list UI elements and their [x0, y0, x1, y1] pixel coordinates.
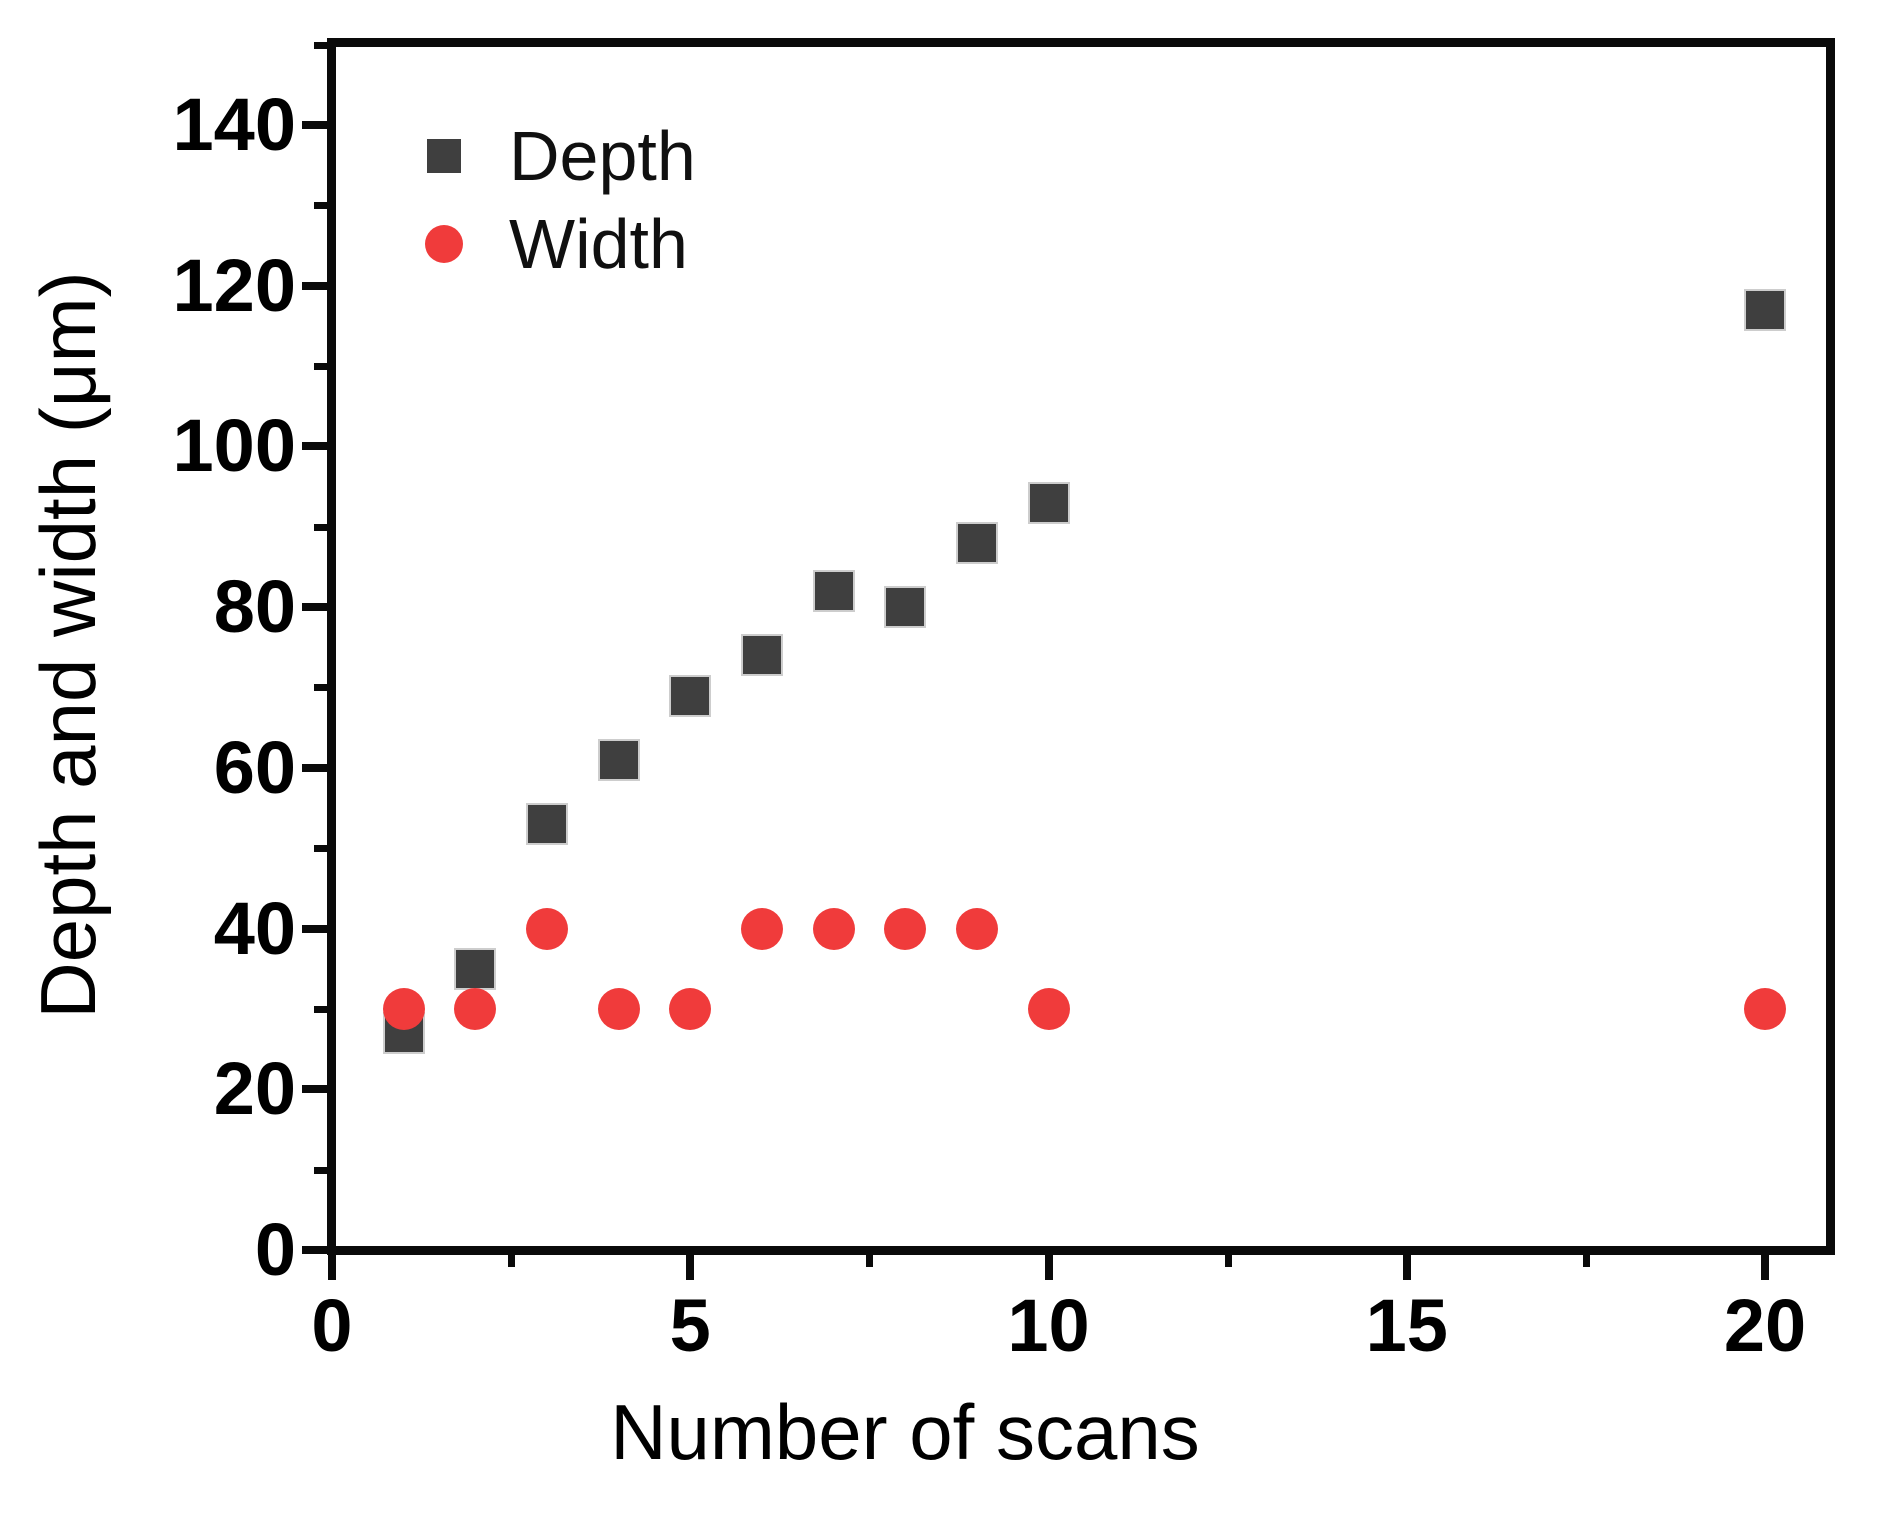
x-major-tick: [1402, 1254, 1411, 1280]
x-minor-tick: [866, 1254, 874, 1267]
y-major-tick: [302, 442, 328, 451]
y-minor-tick: [314, 41, 328, 49]
depth-point: [742, 636, 781, 675]
y-minor-tick: [314, 523, 328, 531]
width-point: [955, 907, 998, 950]
depth-point: [599, 740, 638, 779]
y-tick-label: 100: [172, 404, 296, 488]
x-major-tick: [328, 1254, 336, 1280]
width-point: [884, 907, 927, 950]
legend-item-width: Width: [423, 200, 696, 288]
depth-point: [1029, 483, 1068, 522]
legend-item-depth: Depth: [423, 112, 696, 200]
x-minor-tick: [508, 1254, 516, 1267]
depth-point: [1746, 290, 1784, 329]
y-minor-tick: [314, 1166, 328, 1174]
y-major-tick: [302, 120, 328, 129]
legend-depth-marker-icon: [427, 139, 461, 173]
legend-square-icon: [423, 135, 465, 177]
y-minor-tick: [314, 684, 328, 692]
legend: Depth Width: [423, 112, 696, 288]
y-tick-label: 140: [172, 82, 296, 166]
depth-point: [814, 572, 853, 611]
y-tick-label: 20: [213, 1047, 296, 1131]
y-major-tick: [302, 1246, 328, 1254]
legend-label-width: Width: [509, 205, 688, 283]
plot-area: [327, 38, 1835, 1255]
legend-circle-icon: [423, 223, 465, 265]
depth-point: [671, 676, 710, 715]
x-major-tick: [1044, 1254, 1053, 1280]
width-point: [669, 987, 712, 1030]
y-minor-tick: [314, 845, 328, 853]
x-minor-tick: [1582, 1254, 1590, 1267]
width-point: [454, 987, 497, 1030]
depth-point: [456, 949, 495, 988]
x-minor-tick: [1224, 1254, 1232, 1267]
y-minor-tick: [314, 1005, 328, 1013]
depth-point: [527, 805, 566, 844]
legend-label-depth: Depth: [509, 117, 696, 195]
x-tick-label: 0: [311, 1284, 353, 1367]
x-tick-label: 15: [1365, 1284, 1448, 1367]
x-tick-label: 20: [1723, 1284, 1807, 1367]
y-tick-label: 80: [213, 565, 296, 649]
x-tick-label: 5: [669, 1284, 711, 1367]
width-point: [1744, 987, 1786, 1030]
y-tick-label: 0: [254, 1208, 296, 1291]
x-major-tick: [686, 1254, 695, 1280]
x-major-tick: [1761, 1254, 1769, 1280]
y-tick-label: 40: [213, 886, 296, 970]
y-tick-label: 60: [213, 725, 296, 809]
depth-point: [886, 588, 925, 627]
y-tick-label: 120: [172, 243, 296, 327]
y-axis-title: Depth and width (μm): [24, 271, 112, 1019]
width-point: [812, 907, 855, 950]
width-point: [597, 987, 640, 1030]
width-point: [525, 907, 568, 950]
y-major-tick: [302, 924, 328, 933]
width-point: [740, 907, 783, 950]
width-point: [1027, 987, 1070, 1030]
y-minor-tick: [314, 202, 328, 210]
y-major-tick: [302, 281, 328, 290]
depth-point: [957, 523, 996, 562]
y-minor-tick: [314, 363, 328, 371]
y-major-tick: [302, 603, 328, 612]
legend-width-marker-icon: [425, 225, 463, 263]
y-major-tick: [302, 763, 328, 772]
x-tick-label: 10: [1007, 1284, 1090, 1367]
width-point: [382, 987, 425, 1030]
y-major-tick: [302, 1085, 328, 1094]
x-axis-title: Number of scans: [610, 1388, 1200, 1476]
